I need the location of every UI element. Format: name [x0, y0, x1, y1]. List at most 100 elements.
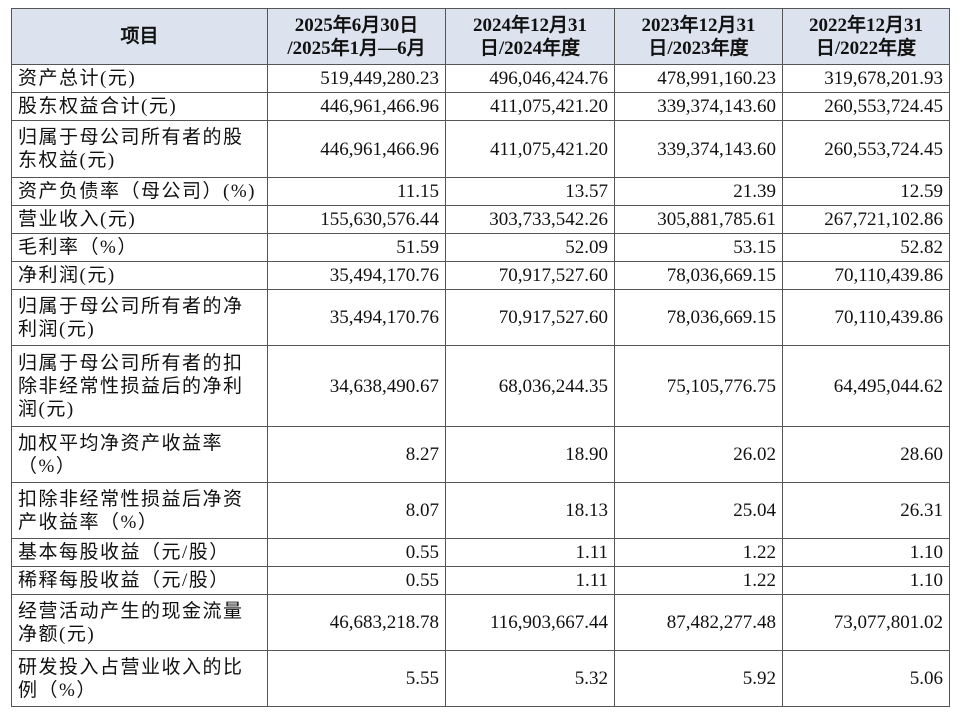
cell-value: 1.11	[445, 538, 615, 567]
header-line: 2023年12月31	[641, 14, 756, 36]
cell-value: 1.10	[782, 566, 950, 595]
cell-value: 11.15	[267, 177, 446, 206]
cell-value: 303,733,542.26	[445, 205, 615, 234]
cell-value: 411,075,421.20	[445, 92, 615, 121]
cell-value: 339,374,143.60	[614, 92, 783, 121]
cell-value: 68,036,244.35	[445, 345, 615, 427]
cell-value: 70,110,439.86	[782, 289, 950, 346]
cell-value: 116,903,667.44	[445, 594, 615, 651]
financial-table: 项目 2025年6月30日/2025年1月—6月 2024年12月31 日/2024年…	[11, 8, 950, 707]
row-label: 基本每股收益（元/股）	[11, 538, 268, 567]
table-row: 研发投入占营业收入的比例（%） 5.55 5.32 5.92 5.06	[11, 650, 950, 707]
header-line: /2025年1月—6月	[287, 37, 426, 59]
cell-value: 75,105,776.75	[614, 345, 783, 427]
cell-value: 260,553,724.45	[782, 92, 950, 121]
cell-value: 5.55	[267, 650, 446, 707]
row-label: 营业收入(元)	[11, 205, 268, 234]
cell-value: 8.07	[267, 482, 446, 539]
cell-value: 305,881,785.61	[614, 205, 783, 234]
cell-value: 18.13	[445, 482, 615, 539]
cell-value: 73,077,801.02	[782, 594, 950, 651]
header-line: 日/2022年度	[815, 37, 917, 59]
cell-value: 70,110,439.86	[782, 261, 950, 290]
cell-value: 1.22	[614, 566, 783, 595]
cell-value: 51.59	[267, 233, 446, 262]
row-label: 扣除非经常性损益后净资产收益率（%）	[11, 482, 268, 539]
header-line: 日/2024年度	[479, 37, 581, 59]
cell-value: 53.15	[614, 233, 783, 262]
table-row: 归属于母公司所有者的扣除非经常性损益后的净利润(元) 34,638,490.67 6…	[11, 345, 950, 427]
cell-value: 26.31	[782, 482, 950, 539]
cell-value: 478,991,160.23	[614, 64, 783, 93]
cell-value: 78,036,669.15	[614, 261, 783, 290]
cell-value: 0.55	[267, 566, 446, 595]
cell-value: 446,961,466.96	[267, 92, 446, 121]
cell-value: 21.39	[614, 177, 783, 206]
cell-value: 319,678,201.93	[782, 64, 950, 93]
header-line: 日/2023年度	[648, 37, 749, 59]
table-row: 稀释每股收益（元/股） 0.55 1.11 1.22 1.10	[11, 566, 950, 595]
cell-value: 52.09	[445, 233, 615, 262]
cell-value: 496,046,424.76	[445, 64, 615, 93]
table-row: 营业收入(元) 155,630,576.44 303,733,542.26 305,8…	[11, 205, 950, 234]
cell-value: 1.11	[445, 566, 615, 595]
table-row: 净利润(元) 35,494,170.76 70,917,527.60 78,036,6…	[11, 261, 950, 290]
cell-value: 519,449,280.23	[267, 64, 446, 93]
header-cell: 2025年6月30日/2025年1月—6月	[267, 8, 446, 65]
row-label: 归属于母公司所有者的扣除非经常性损益后的净利润(元)	[11, 345, 268, 427]
cell-value: 339,374,143.60	[614, 120, 783, 178]
header-cell: 2023年12月31 日/2023年度	[614, 8, 783, 65]
row-label: 净利润(元)	[11, 261, 268, 290]
cell-value: 0.55	[267, 538, 446, 567]
row-label: 资产负债率（母公司）(%)	[11, 177, 268, 206]
header-row: 项目 2025年6月30日/2025年1月—6月 2024年12月31 日/2024年…	[11, 8, 950, 65]
cell-value: 78,036,669.15	[614, 289, 783, 346]
header-line: 2024年12月31	[472, 14, 587, 36]
cell-value: 155,630,576.44	[267, 205, 446, 234]
table-row: 加权平均净资产收益率（%） 8.27 18.90 26.02 28.60	[11, 426, 950, 483]
cell-value: 5.32	[445, 650, 615, 707]
row-label: 毛利率（%）	[11, 233, 268, 262]
header-line: 2022年12月31	[808, 14, 923, 36]
cell-value: 411,075,421.20	[445, 120, 615, 178]
table-row: 资产总计(元) 519,449,280.23 496,046,424.76 478,9…	[11, 64, 950, 93]
cell-value: 46,683,218.78	[267, 594, 446, 651]
cell-value: 8.27	[267, 426, 446, 483]
cell-value: 70,917,527.60	[445, 289, 615, 346]
cell-value: 1.10	[782, 538, 950, 567]
table-row: 经营活动产生的现金流量净额(元) 46,683,218.78 116,903,667…	[11, 594, 950, 651]
cell-value: 267,721,102.86	[782, 205, 950, 234]
row-label: 稀释每股收益（元/股）	[11, 566, 268, 595]
table-row: 归属于母公司所有者的股东权益(元) 446,961,466.96 411,075,4…	[11, 120, 950, 178]
cell-value: 18.90	[445, 426, 615, 483]
header-line: 项目	[120, 26, 159, 47]
table-row: 股东权益合计(元) 446,961,466.96 411,075,421.20 339…	[11, 92, 950, 121]
cell-value: 13.57	[445, 177, 615, 206]
table-row: 扣除非经常性损益后净资产收益率（%） 8.07 18.13 25.04 26.31	[11, 482, 950, 539]
cell-value: 1.22	[614, 538, 783, 567]
header-line: 2025年6月30日	[294, 14, 419, 36]
cell-value: 12.59	[782, 177, 950, 206]
cell-value: 446,961,466.96	[267, 120, 446, 178]
cell-value: 5.06	[782, 650, 950, 707]
cell-value: 35,494,170.76	[267, 289, 446, 346]
table-row: 基本每股收益（元/股） 0.55 1.11 1.22 1.10	[11, 538, 950, 567]
row-label: 归属于母公司所有者的净利润(元)	[11, 289, 268, 346]
row-label: 资产总计(元)	[11, 64, 268, 93]
row-label: 经营活动产生的现金流量净额(元)	[11, 594, 268, 651]
cell-value: 64,495,044.62	[782, 345, 950, 427]
row-label: 加权平均净资产收益率（%）	[11, 426, 268, 483]
header-cell: 2022年12月31 日/2022年度	[782, 8, 950, 65]
table-row: 资产负债率（母公司）(%) 11.15 13.57 21.39 12.59	[11, 177, 950, 206]
cell-value: 28.60	[782, 426, 950, 483]
header-cell: 项目	[11, 8, 268, 65]
cell-value: 260,553,724.45	[782, 120, 950, 178]
cell-value: 34,638,490.67	[267, 345, 446, 427]
table-row: 归属于母公司所有者的净利润(元) 35,494,170.76 70,917,527.…	[11, 289, 950, 346]
cell-value: 35,494,170.76	[267, 261, 446, 290]
table-row: 毛利率（%） 51.59 52.09 53.15 52.82	[11, 233, 950, 262]
cell-value: 26.02	[614, 426, 783, 483]
row-label: 研发投入占营业收入的比例（%）	[11, 650, 268, 707]
cell-value: 25.04	[614, 482, 783, 539]
